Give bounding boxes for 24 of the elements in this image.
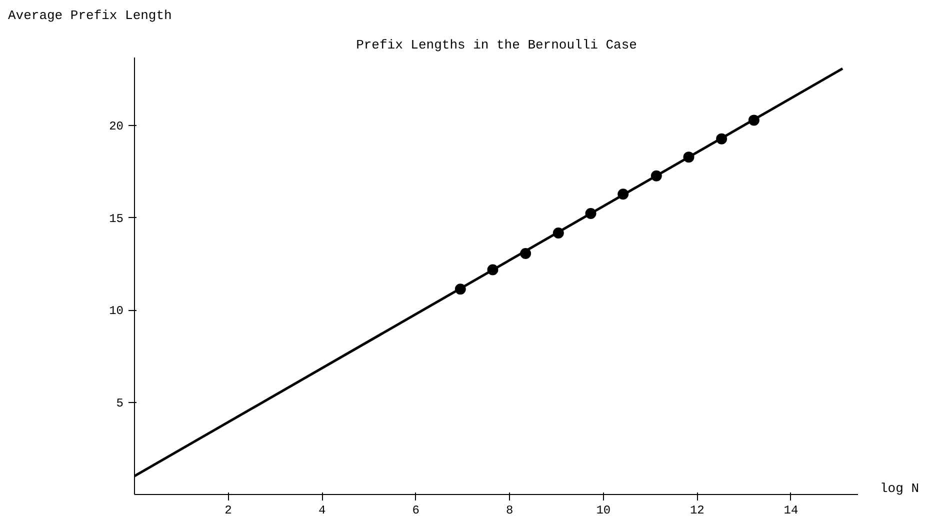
point — [748, 114, 760, 126]
y-tick-label: 10 — [109, 304, 124, 318]
x-axis-title: log N — [880, 480, 920, 498]
chart-title: Prefix Lengths in the Bernoulli Case — [356, 38, 637, 52]
point — [618, 188, 629, 200]
point — [683, 152, 694, 163]
x-tick-label: 12 — [690, 504, 704, 518]
y-tick-label: 20 — [109, 120, 124, 134]
point — [650, 170, 662, 182]
point — [716, 133, 728, 144]
x-tick-label: 10 — [596, 504, 611, 518]
y-tick-label: 15 — [109, 212, 124, 226]
point — [487, 264, 498, 276]
point — [552, 228, 564, 239]
x-tick-label: 6 — [412, 504, 420, 518]
x-tick-label: 14 — [784, 504, 798, 518]
x-tick-label: 8 — [506, 504, 514, 518]
point — [454, 284, 466, 295]
point — [520, 248, 532, 259]
y-tick-label: 5 — [116, 396, 124, 410]
x-tick-label: 4 — [318, 504, 326, 518]
point — [585, 208, 596, 219]
x-tick-label: 2 — [224, 504, 232, 518]
y-axis-title: Average Prefix Length — [8, 8, 172, 24]
